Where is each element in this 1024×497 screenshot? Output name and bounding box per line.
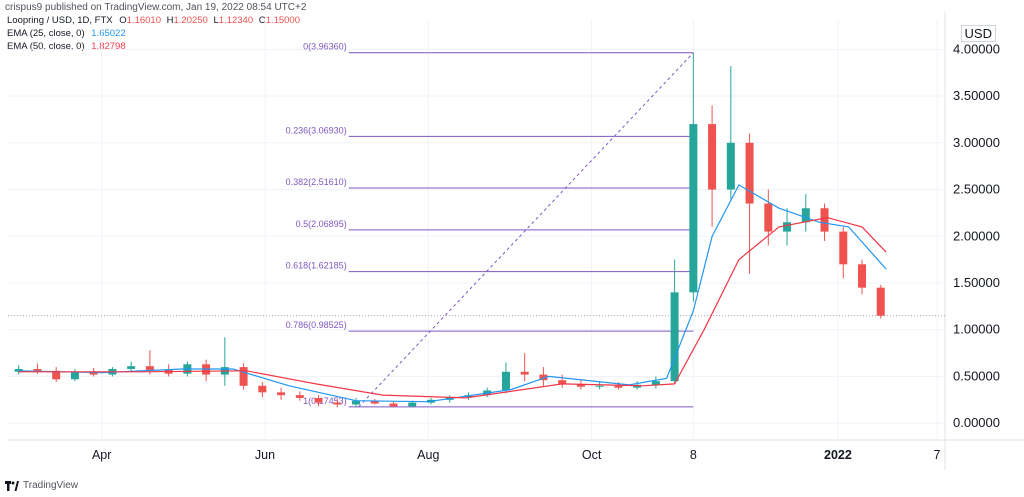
ohlc-values: O1.16010 H1.20250 L1.12340 C1.15000 xyxy=(119,15,303,26)
candle-body xyxy=(33,368,42,371)
candle-body xyxy=(708,124,717,190)
candle-body xyxy=(389,403,398,407)
candle-body xyxy=(277,392,286,396)
candle-body xyxy=(576,383,585,387)
ema50-line xyxy=(18,216,887,399)
ohlc-open-value: 1.16010 xyxy=(126,15,161,26)
candle-body xyxy=(783,222,792,232)
candle-body xyxy=(689,124,698,293)
tradingview-logo-icon xyxy=(5,480,19,491)
ohlc-close-key: C xyxy=(258,15,266,26)
fib-level-label: 0(3.96360) xyxy=(303,42,347,52)
candle-body xyxy=(745,142,754,204)
footer-branding: TradingView xyxy=(5,480,78,491)
candle-body xyxy=(614,385,623,388)
footer-brand: TradingView xyxy=(23,480,79,491)
ema25-legend-row: EMA (25, close, 0) 1.65022 xyxy=(7,27,303,40)
y-tick-label: 0.00000 xyxy=(953,415,1000,430)
fib-level-label: 1(0.17453) xyxy=(303,396,347,406)
ema25-value: 1.65022 xyxy=(91,28,126,39)
fib-level-label: 0.5(2.06895) xyxy=(296,219,347,229)
fib-level-label: 0.236(3.06930) xyxy=(286,125,347,135)
x-tick-label: Apr xyxy=(92,448,111,462)
ohlc-high-value: 1.20250 xyxy=(173,15,208,26)
y-tick-label: 3.50000 xyxy=(953,88,1000,103)
candle-body xyxy=(127,366,136,369)
ohlc-high-key: H xyxy=(166,15,174,26)
symbol-legend-row: Loopring / USD, 1D, FTX O1.16010 H1.2025… xyxy=(7,14,303,27)
x-tick-label: Aug xyxy=(417,448,439,462)
y-tick-label: 4.00000 xyxy=(953,41,1000,56)
x-tick-label: Oct xyxy=(582,448,602,462)
candle-body xyxy=(764,203,773,232)
ohlc-open-key: O xyxy=(119,15,127,26)
x-tick-label: 2022 xyxy=(824,448,852,462)
candle-body xyxy=(70,371,79,380)
fib-level-label: 0.786(0.98525) xyxy=(286,320,347,330)
ema25-label: EMA (25, close, 0) xyxy=(7,28,85,39)
candle-body xyxy=(370,400,379,404)
candle-body xyxy=(520,371,529,375)
x-tick-label: 7 xyxy=(933,448,940,462)
chart-legend: Loopring / USD, 1D, FTX O1.16010 H1.2025… xyxy=(7,14,303,53)
candle-body xyxy=(145,366,154,370)
y-tick-label: 1.00000 xyxy=(953,322,1000,337)
candle-body xyxy=(52,370,61,380)
y-tick-label: 2.50000 xyxy=(953,182,1000,197)
candle-body xyxy=(726,142,735,190)
candle-body xyxy=(89,371,98,375)
candle-body xyxy=(239,367,248,386)
ohlc-close-value: 1.15000 xyxy=(265,15,300,26)
currency-label[interactable]: USD xyxy=(960,25,996,42)
candle-body xyxy=(801,208,810,223)
candle-body xyxy=(670,292,679,382)
x-tick-label: 8 xyxy=(690,448,697,462)
candle-body xyxy=(295,395,304,398)
symbol-name: Loopring / USD, 1D, FTX xyxy=(7,15,113,26)
publish-info: crispus9 published on TradingView.com, J… xyxy=(5,2,307,13)
candle-body xyxy=(820,208,829,232)
candle-body xyxy=(539,374,548,381)
candle-body xyxy=(558,380,567,384)
y-tick-label: 3.00000 xyxy=(953,135,1000,150)
candle-body xyxy=(876,287,885,316)
y-tick-label: 2.00000 xyxy=(953,228,1000,243)
y-tick-label: 1.50000 xyxy=(953,275,1000,290)
candle-body xyxy=(314,397,323,403)
candle-body xyxy=(14,368,23,372)
candle-body xyxy=(651,381,660,385)
candle-body xyxy=(839,231,848,265)
candle-body xyxy=(858,264,867,288)
ohlc-low-key: L xyxy=(213,15,219,26)
ohlc-low-value: 1.12340 xyxy=(218,15,254,26)
ema50-legend-row: EMA (50, close, 0) 1.82798 xyxy=(7,40,303,53)
candle-body xyxy=(333,402,342,405)
x-tick-label: Jun xyxy=(255,448,275,462)
ema50-label: EMA (50, close, 0) xyxy=(7,41,85,52)
candle-body xyxy=(258,385,267,393)
ema50-value: 1.82798 xyxy=(91,41,126,52)
candle-body xyxy=(352,400,361,405)
candle-body xyxy=(408,402,417,407)
ema25-line xyxy=(18,184,887,403)
y-tick-label: 0.50000 xyxy=(953,368,1000,383)
fib-level-label: 0.382(2.51610) xyxy=(286,177,347,187)
candle-body xyxy=(501,371,510,391)
fib-level-label: 0.618(1.62185) xyxy=(286,261,347,271)
candle-body xyxy=(595,385,604,387)
